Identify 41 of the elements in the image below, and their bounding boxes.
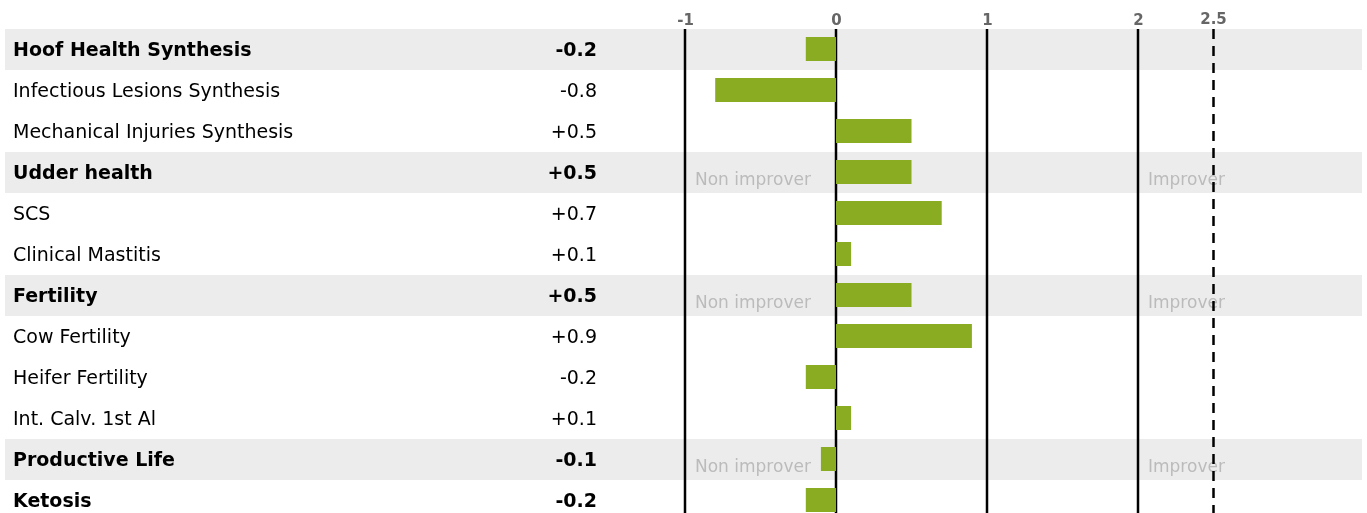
data-label: -0.8 xyxy=(559,79,597,101)
y-tick-label: Fertility xyxy=(13,284,99,306)
data-label: +0.5 xyxy=(547,284,597,306)
bar xyxy=(805,488,836,512)
bar xyxy=(836,406,852,430)
data-label: +0.1 xyxy=(550,243,597,265)
y-tick-label: SCS xyxy=(13,202,51,224)
bar xyxy=(836,242,852,266)
data-label: +0.5 xyxy=(550,120,597,142)
ref-line-label: 2.5 xyxy=(1200,10,1227,28)
y-tick-label: Ketosis xyxy=(13,489,92,511)
data-label: +0.1 xyxy=(550,407,597,429)
y-tick-label: Clinical Mastitis xyxy=(13,243,161,265)
data-label: -0.2 xyxy=(559,366,597,388)
bar xyxy=(836,283,912,307)
y-tick-label: Udder health xyxy=(13,161,153,183)
bar xyxy=(836,119,912,143)
x2-tick-label: -1 xyxy=(677,11,694,30)
y-tick-label: Cow Fertility xyxy=(13,325,131,347)
x2-tick-label: 0 xyxy=(831,11,842,30)
data-label: -0.1 xyxy=(555,448,597,470)
x2-tick-label: 2 xyxy=(1133,11,1144,30)
data-label: +0.5 xyxy=(547,161,597,183)
y-tick-label: Heifer Fertility xyxy=(13,366,148,388)
bar xyxy=(820,447,836,471)
bar xyxy=(836,324,972,348)
y-tick-label: Int. Calv. 1st Al xyxy=(13,407,156,429)
bar xyxy=(715,78,836,102)
bar xyxy=(805,365,836,389)
data-label: -0.2 xyxy=(555,489,597,511)
data-label: +0.9 xyxy=(550,325,597,347)
data-label: -0.2 xyxy=(555,38,597,60)
y-tick-label: Hoof Health Synthesis xyxy=(13,38,252,60)
x2-tick-label: 1 xyxy=(982,11,993,30)
y-tick-label: Mechanical Injuries Synthesis xyxy=(13,120,294,142)
y-tick-label: Productive Life xyxy=(13,448,175,470)
bar xyxy=(805,37,836,61)
data-label: +0.7 xyxy=(550,202,597,224)
bar xyxy=(836,201,942,225)
bar xyxy=(836,160,912,184)
y-tick-label: Infectious Lesions Synthesis xyxy=(13,79,281,101)
